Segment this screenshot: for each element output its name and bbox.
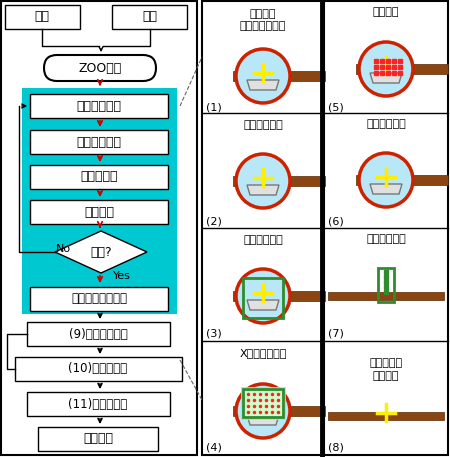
Bar xyxy=(243,278,283,318)
Bar xyxy=(202,1,448,455)
Bar xyxy=(1,1,197,455)
Bar xyxy=(243,389,283,417)
Bar xyxy=(112,5,187,29)
Text: センタリング: センタリング xyxy=(76,135,122,149)
Text: 結晶位置決定: 結晶位置決定 xyxy=(366,119,406,129)
Circle shape xyxy=(236,49,290,103)
Polygon shape xyxy=(247,80,279,90)
Text: (3): (3) xyxy=(206,329,222,339)
Text: (10)データ収集: (10)データ収集 xyxy=(68,362,127,376)
Text: Yes: Yes xyxy=(113,271,131,281)
Bar xyxy=(22,284,177,314)
Bar xyxy=(5,5,80,29)
Bar xyxy=(356,64,448,74)
Polygon shape xyxy=(370,184,402,194)
Bar xyxy=(30,130,168,154)
Circle shape xyxy=(236,384,290,438)
Polygon shape xyxy=(247,185,279,195)
Text: 結晶マウント: 結晶マウント xyxy=(76,100,122,112)
Text: 準備完了: 準備完了 xyxy=(373,371,399,381)
Text: 別角度で走査: 別角度で走査 xyxy=(366,234,406,244)
Text: 角度を変えて走査: 角度を変えて走査 xyxy=(71,292,127,305)
Bar xyxy=(15,357,182,381)
Bar xyxy=(27,392,170,416)
Text: ZOO開始: ZOO開始 xyxy=(78,62,122,74)
Text: (1): (1) xyxy=(206,102,222,112)
Text: No: No xyxy=(55,244,71,254)
Text: ある?: ある? xyxy=(90,245,112,259)
Bar xyxy=(30,94,168,118)
Text: 条件: 条件 xyxy=(35,11,50,23)
Text: (5): (5) xyxy=(328,102,344,112)
Polygon shape xyxy=(247,300,279,310)
Bar xyxy=(233,406,325,416)
Bar xyxy=(233,71,325,81)
Bar xyxy=(30,200,168,224)
Text: (6): (6) xyxy=(328,216,344,226)
Text: 試料をマウント: 試料をマウント xyxy=(240,21,286,31)
Circle shape xyxy=(236,269,290,323)
Text: X線二次元走査: X線二次元走査 xyxy=(239,348,287,358)
Circle shape xyxy=(359,42,413,96)
Bar xyxy=(30,287,168,311)
Circle shape xyxy=(359,153,413,207)
Bar xyxy=(233,291,325,301)
Text: 結晶探索: 結晶探索 xyxy=(84,206,114,218)
Bar xyxy=(30,165,168,189)
Text: (7): (7) xyxy=(328,329,344,339)
Polygon shape xyxy=(247,415,279,425)
Text: 結晶: 結晶 xyxy=(143,11,158,23)
Text: (9)露光条件設定: (9)露光条件設定 xyxy=(68,328,127,340)
Bar xyxy=(22,88,177,300)
Bar xyxy=(378,268,394,302)
Text: データ収集: データ収集 xyxy=(369,358,403,368)
Text: (4): (4) xyxy=(206,443,222,453)
FancyBboxPatch shape xyxy=(44,55,156,81)
Text: (2): (2) xyxy=(206,216,222,226)
Bar xyxy=(328,292,444,300)
Bar xyxy=(38,427,158,451)
Bar xyxy=(233,176,325,186)
Text: センタリング: センタリング xyxy=(243,120,283,130)
Text: 回折計へ: 回折計へ xyxy=(250,9,276,19)
Text: 構造解析: 構造解析 xyxy=(83,432,113,446)
Text: (11)データ処理: (11)データ処理 xyxy=(68,398,128,410)
Text: 結晶探索: 結晶探索 xyxy=(373,7,399,17)
Bar xyxy=(27,322,170,346)
Polygon shape xyxy=(55,231,147,273)
Text: (8): (8) xyxy=(328,443,344,453)
Text: 走査領域決定: 走査領域決定 xyxy=(243,235,283,245)
Bar xyxy=(328,412,444,420)
Text: 二次元走査: 二次元走査 xyxy=(80,170,118,184)
Bar xyxy=(356,175,448,185)
Polygon shape xyxy=(370,73,402,83)
Bar xyxy=(241,387,285,419)
Circle shape xyxy=(236,154,290,208)
